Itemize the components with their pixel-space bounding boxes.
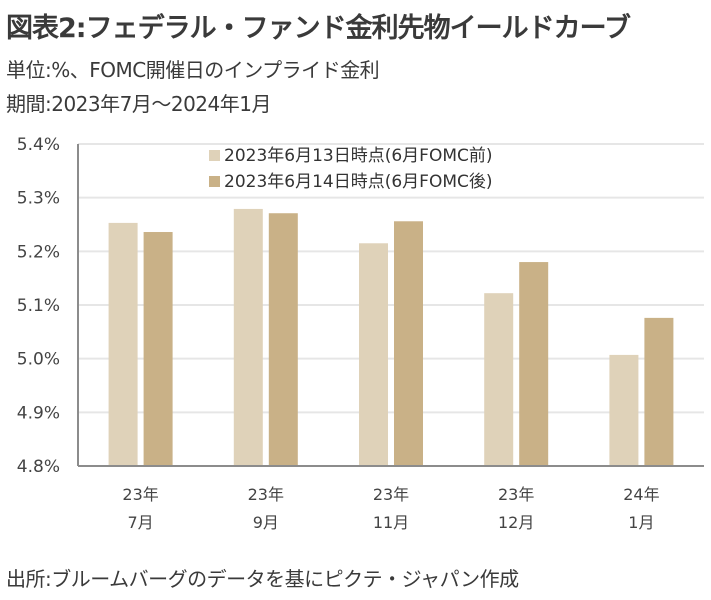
bars [108,208,674,467]
bar-before-0 [108,222,138,466]
legend-swatch-0 [209,150,220,161]
gridlines [78,143,704,414]
x-tick-label-year: 23年 [373,485,409,504]
y-tick-label: 4.9% [17,403,60,423]
x-tick-label-year: 23年 [498,485,534,504]
y-tick-label: 5.1% [17,296,60,316]
x-tick-label-year: 23年 [248,485,284,504]
legend-label-0: 2023年6月13日時点(6月FOMC前) [224,146,493,166]
x-tick-label-month: 9月 [253,513,279,532]
bar-after-0 [143,232,173,466]
y-tick-label: 5.2% [17,242,60,262]
y-axis-ticks: 4.8% 4.9% 5.0% 5.1% 5.2% 5.3% 5.4% [17,135,60,477]
bar-after-1 [268,213,298,466]
x-tick-label-year: 24年 [623,485,659,504]
bar-after-3 [519,262,549,466]
x-tick-label-month: 7月 [128,513,154,532]
period-note: 期間:2023年7月〜2024年1月 [6,92,271,116]
bar-after-4 [644,317,674,466]
bar-before-4 [609,354,639,466]
legend: 2023年6月13日時点(6月FOMC前) 2023年6月14日時点(6月FOMC… [209,146,493,192]
bar-before-1 [233,208,263,467]
y-tick-label: 5.0% [17,350,60,370]
x-axis-ticks: 23年 7月 23年 9月 23年 11月 23年 12月 24年 1月 [122,485,659,532]
y-tick-label: 5.3% [17,189,60,209]
unit-note: 単位:%、FOMC開催日のインプライド金利 [6,58,380,82]
bar-after-2 [394,221,423,466]
chart-title: 図表2:フェデラル・ファンド金利先物イールドカーブ [6,13,631,44]
source-note: 出所:ブルームバーグのデータを基にピクテ・ジャパン作成 [6,567,519,591]
y-tick-label: 5.4% [17,135,60,155]
legend-swatch-1 [209,176,220,187]
y-tick-label: 4.8% [17,457,60,477]
x-tick-label-year: 23年 [122,485,158,504]
x-tick-label-month: 12月 [498,513,534,532]
bar-before-3 [484,293,514,466]
x-tick-label-month: 1月 [628,513,654,532]
legend-label-1: 2023年6月14日時点(6月FOMC後) [224,172,493,192]
bar-before-2 [359,243,388,466]
x-tick-label-month: 11月 [373,513,409,532]
